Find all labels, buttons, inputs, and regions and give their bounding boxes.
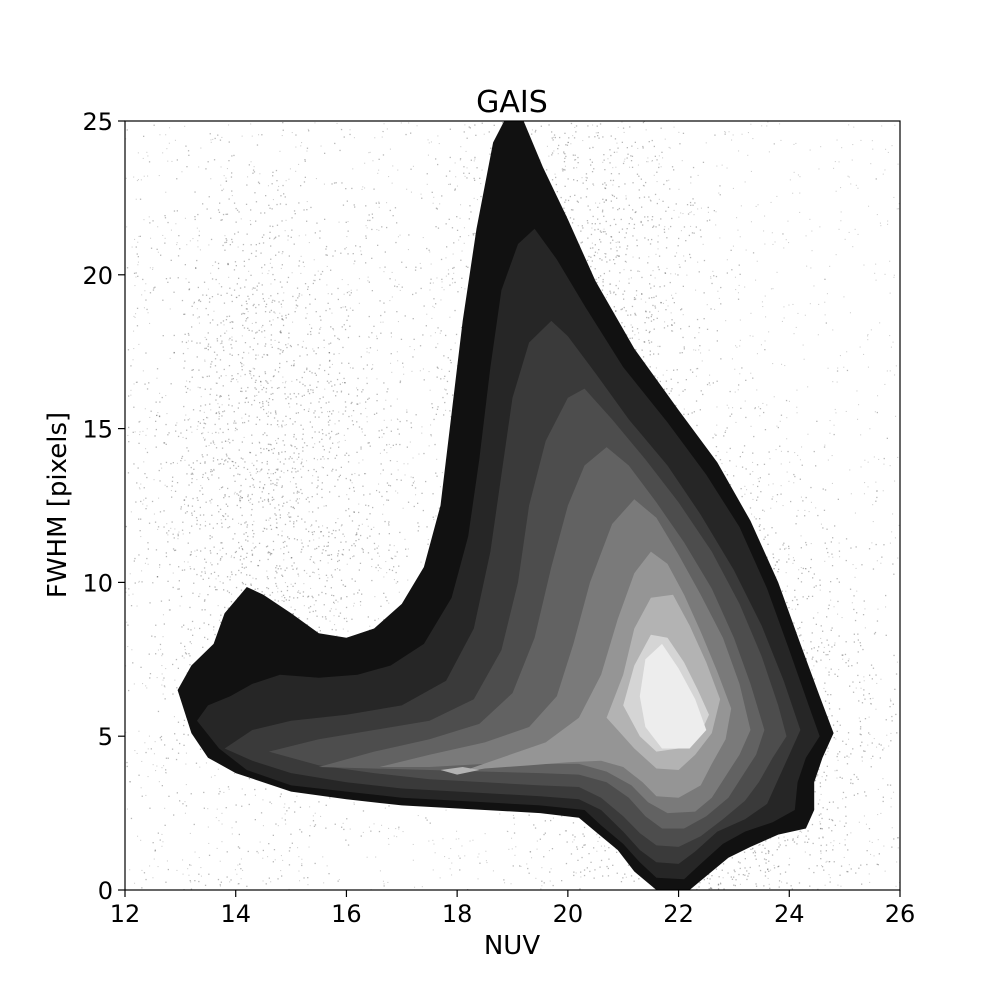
y-tick-label: 20 bbox=[82, 262, 113, 290]
x-tick-label: 20 bbox=[553, 900, 584, 928]
y-tick-label: 5 bbox=[98, 723, 113, 751]
y-tick-label: 10 bbox=[82, 569, 113, 597]
y-axis-label: FWHM [pixels] bbox=[43, 412, 73, 598]
x-axis: 12 14 16 18 20 22 24 26 bbox=[110, 890, 916, 928]
contour-level-6-island bbox=[440, 767, 480, 775]
contour-level-10 bbox=[639, 643, 707, 749]
x-tick-label: 18 bbox=[442, 900, 473, 928]
y-tick-label: 25 bbox=[82, 108, 113, 136]
plot-frame bbox=[124, 120, 901, 891]
y-tick-label: 0 bbox=[98, 877, 113, 905]
x-tick-label: 14 bbox=[220, 900, 251, 928]
x-tick-label: 22 bbox=[663, 900, 694, 928]
x-tick-label: 16 bbox=[331, 900, 362, 928]
y-tick-label: 15 bbox=[82, 416, 113, 444]
x-tick-label: 26 bbox=[885, 900, 916, 928]
y-axis: 0 5 10 15 20 25 bbox=[82, 108, 125, 905]
x-tick-label: 12 bbox=[110, 900, 141, 928]
x-tick-label: 24 bbox=[774, 900, 805, 928]
contour-layers bbox=[177, 121, 834, 890]
chart-title: GAIS bbox=[476, 85, 548, 120]
x-axis-label: NUV bbox=[484, 931, 540, 961]
